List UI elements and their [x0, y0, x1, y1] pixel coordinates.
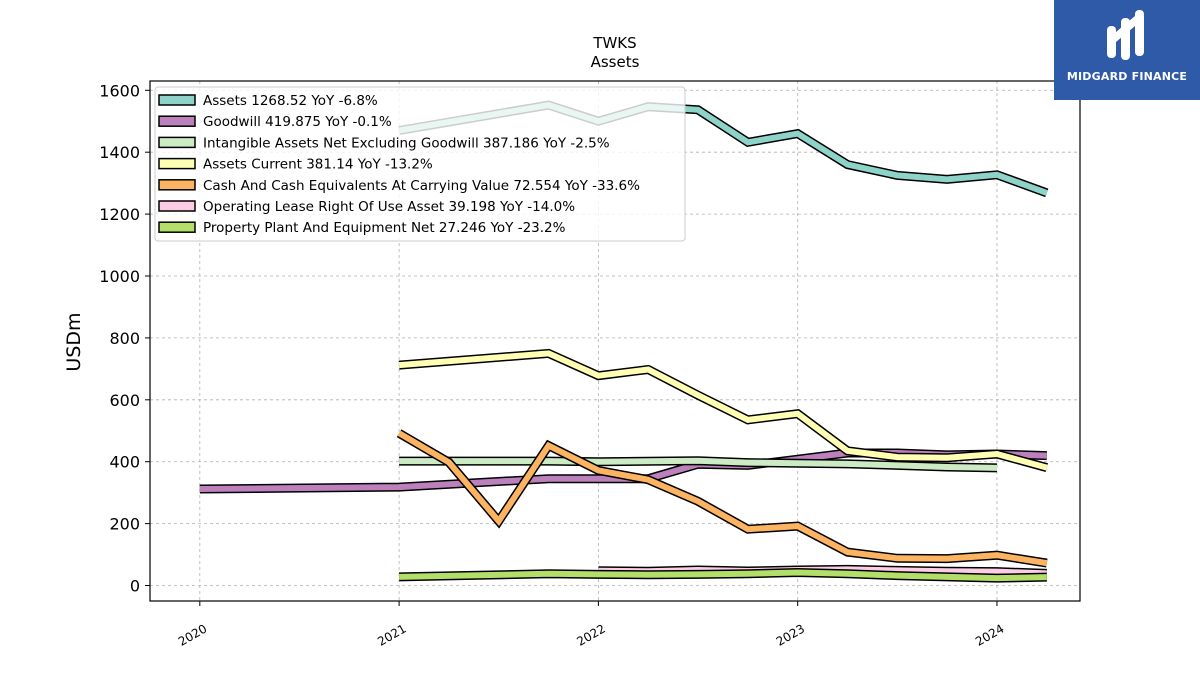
legend-swatch	[158, 179, 196, 191]
legend-entry: Assets 1268.52 YoY -6.8%	[203, 93, 378, 109]
plot-frame	[149, 80, 1081, 602]
series-line-assets-current	[398, 350, 1048, 471]
legend-swatch	[158, 94, 196, 106]
y-tick-label: 0	[130, 577, 140, 596]
legend-entry: Cash And Cash Equivalents At Carrying Va…	[203, 178, 640, 194]
y-tick-label: 200	[109, 515, 140, 534]
legend-entry: Goodwill 419.875 YoY -0.1%	[203, 114, 392, 130]
legend-swatch	[158, 200, 196, 212]
legend-swatch	[158, 115, 196, 127]
series-line-cash-and-cash-equivalents-at-carrying-value	[397, 430, 1048, 567]
logo-mark-icon	[1107, 10, 1144, 60]
chart-subtitle: Assets	[591, 53, 640, 71]
y-tick-label: 400	[109, 453, 140, 472]
y-tick-label: 800	[109, 329, 140, 348]
legend-swatch	[158, 157, 196, 170]
x-tick-label: 2022	[574, 621, 607, 648]
brand-logo: MIDGARD FINANCE	[1054, 0, 1200, 100]
legend-entry: Operating Lease Right Of Use Asset 39.19…	[203, 199, 575, 215]
legend-box	[154, 86, 686, 242]
legend-entry: Intangible Assets Net Excluding Goodwill…	[203, 135, 610, 151]
y-tick-label: 1000	[99, 267, 140, 286]
legend-swatch	[158, 221, 196, 233]
x-tick-label: 2020	[176, 621, 209, 648]
series-line-property-plant-and-equipment-net	[399, 569, 1047, 582]
chart-title: TWKS	[592, 34, 636, 52]
x-tick-label: 2024	[973, 621, 1006, 648]
y-tick-label: 600	[109, 391, 140, 410]
x-tick-label: 2023	[774, 621, 807, 648]
y-tick-label: 1400	[99, 143, 140, 162]
y-axis-label: USDm	[63, 312, 85, 371]
x-tick-label: 2021	[375, 621, 408, 648]
y-tick-label: 1200	[99, 205, 140, 224]
legend-entry: Assets Current 381.14 YoY -13.2%	[203, 157, 433, 173]
legend: Assets 1268.52 YoY -6.8% Goodwill 419.875…	[154, 86, 686, 242]
legend-entry: Property Plant And Equipment Net 27.246 …	[203, 220, 566, 236]
y-tick-label: 1600	[99, 81, 140, 100]
logo-text: MIDGARD FINANCE	[1066, 70, 1188, 83]
legend-swatch	[158, 136, 196, 149]
